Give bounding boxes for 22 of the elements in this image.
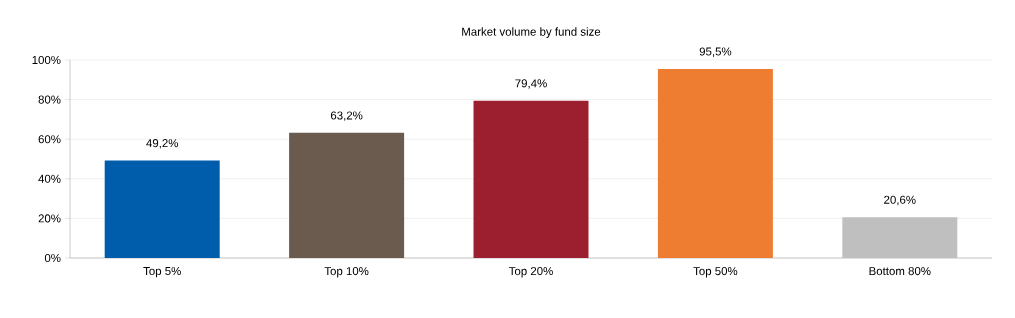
y-tick-label: 100% (32, 55, 61, 65)
y-tick-label: 20% (38, 214, 61, 223)
bar (473, 100, 589, 258)
data-label: 63,2% (330, 111, 363, 121)
data-label: 49,2% (146, 139, 179, 149)
x-tick-label: Top 50% (693, 267, 738, 278)
x-tick-label: Top 10% (324, 267, 369, 278)
y-tick-label: 40% (38, 174, 61, 183)
y-tick-label: 80% (38, 95, 61, 104)
data-label: 79,4% (515, 79, 547, 89)
data-label: 20,6% (884, 195, 916, 206)
x-tick-label: Top 20% (508, 267, 553, 278)
bar (657, 68, 773, 258)
y-tick-label: 60% (38, 135, 61, 144)
chart-title: Market volume by fund size (462, 27, 601, 38)
x-tick-label: Top 5% (143, 267, 181, 278)
x-tick-label: Bottom 80% (869, 267, 931, 276)
y-tick-label: 0% (44, 253, 61, 263)
bar (289, 132, 405, 258)
data-label: 95,5% (699, 47, 732, 57)
bar (104, 160, 220, 258)
bar (842, 217, 958, 258)
